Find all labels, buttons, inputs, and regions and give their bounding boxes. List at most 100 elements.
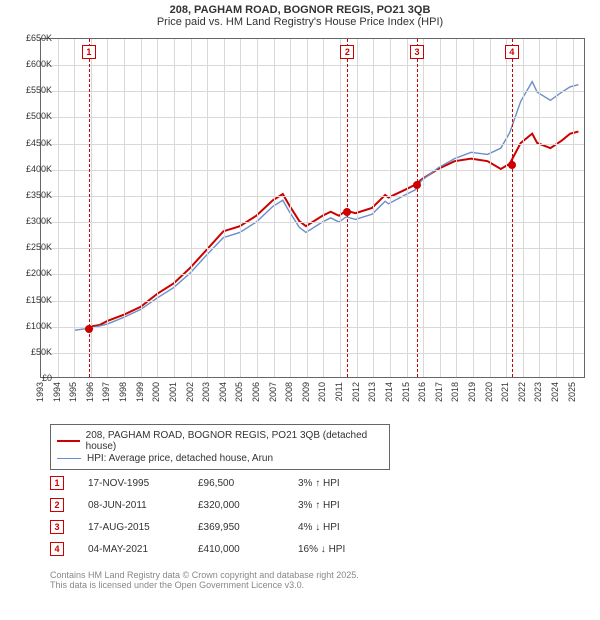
gridline-v (74, 39, 75, 377)
event-marker-line (417, 39, 418, 377)
x-axis-label: 1994 (52, 382, 62, 402)
gridline-v (207, 39, 208, 377)
gridline-v (240, 39, 241, 377)
x-axis-label: 2018 (450, 382, 460, 402)
x-axis-label: 1997 (101, 382, 111, 402)
event-row-flag: 2 (50, 498, 64, 512)
x-axis-label: 2005 (234, 382, 244, 402)
gridline-v (456, 39, 457, 377)
event-date: 17-AUG-2015 (88, 522, 198, 533)
x-axis-label: 2011 (334, 382, 344, 401)
y-axis-label: £50K (31, 347, 52, 357)
gridline-v (523, 39, 524, 377)
event-row-flag: 4 (50, 542, 64, 556)
x-axis-label: 2014 (384, 382, 394, 402)
x-axis-label: 2017 (434, 382, 444, 402)
gridline-v (423, 39, 424, 377)
gridline-h (41, 144, 584, 145)
x-axis-label: 2001 (168, 382, 178, 402)
gridline-v (141, 39, 142, 377)
y-axis-label: £200K (26, 268, 52, 278)
title-line-1: 208, PAGHAM ROAD, BOGNOR REGIS, PO21 3QB (0, 4, 600, 16)
gridline-v (473, 39, 474, 377)
gridline-v (556, 39, 557, 377)
chart-title-block: 208, PAGHAM ROAD, BOGNOR REGIS, PO21 3QB… (0, 0, 600, 28)
x-axis-label: 1998 (118, 382, 128, 402)
event-price: £369,950 (198, 522, 298, 533)
gridline-v (191, 39, 192, 377)
gridline-h (41, 170, 584, 171)
event-flag: 3 (410, 45, 424, 59)
y-axis-label: £250K (26, 242, 52, 252)
gridline-h (41, 353, 584, 354)
event-pct: 16% ↓ HPI (298, 544, 408, 555)
event-dot (343, 208, 351, 216)
event-date: 04-MAY-2021 (88, 544, 198, 555)
gridline-h (41, 222, 584, 223)
gridline-v (539, 39, 540, 377)
y-axis-label: £500K (26, 111, 52, 121)
x-axis-label: 1993 (35, 382, 45, 402)
event-row: 208-JUN-2011£320,0003% ↑ HPI (50, 494, 408, 516)
gridline-h (41, 91, 584, 92)
gridline-v (440, 39, 441, 377)
gridline-h (41, 301, 584, 302)
legend-item: HPI: Average price, detached house, Arun (57, 453, 383, 464)
x-axis-label: 1999 (135, 382, 145, 402)
footer-line-2: This data is licensed under the Open Gov… (50, 580, 570, 590)
event-row: 1 17-NOV-1995£96,5003% ↑ HPI (50, 472, 408, 494)
legend-swatch (57, 440, 80, 442)
gridline-h (41, 65, 584, 66)
y-axis-label: £300K (26, 216, 52, 226)
event-price: £410,000 (198, 544, 298, 555)
gridline-v (357, 39, 358, 377)
y-axis-label: £400K (26, 164, 52, 174)
title-line-2: Price paid vs. HM Land Registry's House … (0, 16, 600, 28)
footer-line-1: Contains HM Land Registry data © Crown c… (50, 570, 570, 580)
x-axis-label: 2022 (517, 382, 527, 402)
x-axis-label: 2019 (467, 382, 477, 402)
event-pct: 3% ↑ HPI (298, 478, 408, 489)
y-axis-label: £350K (26, 190, 52, 200)
event-date: 17-NOV-1995 (88, 478, 198, 489)
legend-label: 208, PAGHAM ROAD, BOGNOR REGIS, PO21 3QB… (86, 430, 383, 452)
legend-label: HPI: Average price, detached house, Arun (87, 453, 273, 464)
event-pct: 4% ↓ HPI (298, 522, 408, 533)
gridline-v (506, 39, 507, 377)
gridline-h (41, 248, 584, 249)
x-axis-label: 1996 (85, 382, 95, 402)
event-dot (85, 325, 93, 333)
event-flag: 2 (340, 45, 354, 59)
event-row-flag: 1 (50, 476, 64, 490)
footer-attribution: Contains HM Land Registry data © Crown c… (50, 570, 570, 590)
gridline-v (307, 39, 308, 377)
legend-item: 208, PAGHAM ROAD, BOGNOR REGIS, PO21 3QB… (57, 430, 383, 452)
event-dot (508, 161, 516, 169)
gridline-v (174, 39, 175, 377)
event-price: £96,500 (198, 478, 298, 489)
y-axis-label: £450K (26, 138, 52, 148)
event-row-flag: 3 (50, 520, 64, 534)
event-pct: 3% ↑ HPI (298, 500, 408, 511)
gridline-v (124, 39, 125, 377)
y-axis-label: £100K (26, 321, 52, 331)
gridline-h (41, 327, 584, 328)
gridline-v (257, 39, 258, 377)
event-date: 08-JUN-2011 (88, 500, 198, 511)
y-axis-label: £650K (26, 33, 52, 43)
x-axis-label: 2000 (151, 382, 161, 402)
x-axis-label: 2016 (417, 382, 427, 402)
gridline-v (107, 39, 108, 377)
x-axis-label: 2021 (500, 382, 510, 402)
legend-swatch (57, 458, 81, 459)
x-axis-label: 2010 (317, 382, 327, 402)
x-axis-label: 2025 (567, 382, 577, 402)
x-axis-label: 2009 (301, 382, 311, 402)
gridline-v (58, 39, 59, 377)
gridline-v (490, 39, 491, 377)
x-axis-label: 2020 (484, 382, 494, 402)
gridline-v (407, 39, 408, 377)
x-axis-label: 1995 (68, 382, 78, 402)
event-dot (413, 181, 421, 189)
event-flag: 1 (82, 45, 96, 59)
